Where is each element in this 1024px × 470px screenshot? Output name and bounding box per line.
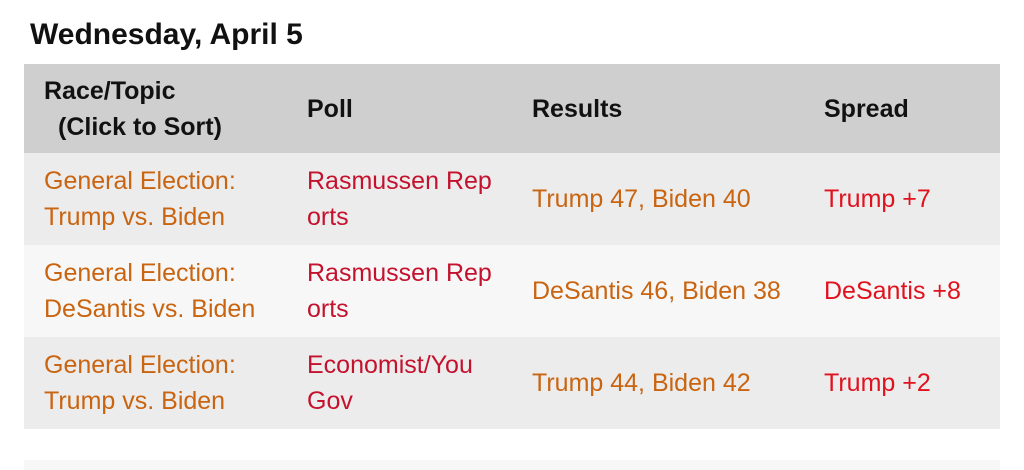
cell: Trump +7 [804,153,1000,245]
results: Trump 47, Biden 40 [532,185,751,213]
race-link[interactable]: General Election: DeSantis vs. Biden [44,259,256,323]
header-label: Spread [804,64,1000,153]
spread: DeSantis +8 [824,277,961,305]
poll-link[interactable]: Rasmussen Reports [307,167,492,231]
row-stub [24,460,1000,470]
race-link[interactable]: General Election: Trump vs. Biden [44,167,236,231]
header-row: Race/Topic (Click to Sort) Poll Results S… [24,64,1000,153]
table-body: General Election: Trump vs. Biden Rasmuss… [24,153,1000,429]
poll-row: General Election: Trump vs. Biden Economi… [24,337,1000,429]
poll-row: General Election: Trump vs. Biden Rasmuss… [24,153,1000,245]
poll-row: General Election: DeSantis vs. Biden Rasm… [24,245,1000,337]
cell: Rasmussen Reports [287,153,512,245]
header-label: Results [512,64,804,153]
date-heading: Wednesday, April 5 [30,18,303,51]
cell: Trump +2 [804,337,1000,429]
sort-header[interactable]: Race/Topic (Click to Sort) [24,64,287,153]
cell: DeSantis 46, Biden 38 [512,245,804,337]
header-label: Poll [287,64,512,153]
race-link[interactable]: General Election: Trump vs. Biden [44,351,236,415]
results: DeSantis 46, Biden 38 [532,277,781,305]
cell: General Election: Trump vs. Biden [24,337,287,429]
poll-link[interactable]: Economist/YouGov [307,351,473,415]
spread: Trump +7 [824,185,931,213]
cell: General Election: DeSantis vs. Biden [24,245,287,337]
cell: General Election: Trump vs. Biden [24,153,287,245]
spread: Trump +2 [824,369,931,397]
polls-table: Race/Topic (Click to Sort) Poll Results S… [24,64,1000,429]
cell: Economist/YouGov [287,337,512,429]
header-label: Race/Topic [44,76,176,105]
results: Trump 44, Biden 42 [532,369,751,397]
cell: Trump 47, Biden 40 [512,153,804,245]
cell: Trump 44, Biden 42 [512,337,804,429]
header-hint: (Click to Sort) [58,112,222,141]
cell: Rasmussen Reports [287,245,512,337]
poll-link[interactable]: Rasmussen Reports [307,259,492,323]
cell: DeSantis +8 [804,245,1000,337]
